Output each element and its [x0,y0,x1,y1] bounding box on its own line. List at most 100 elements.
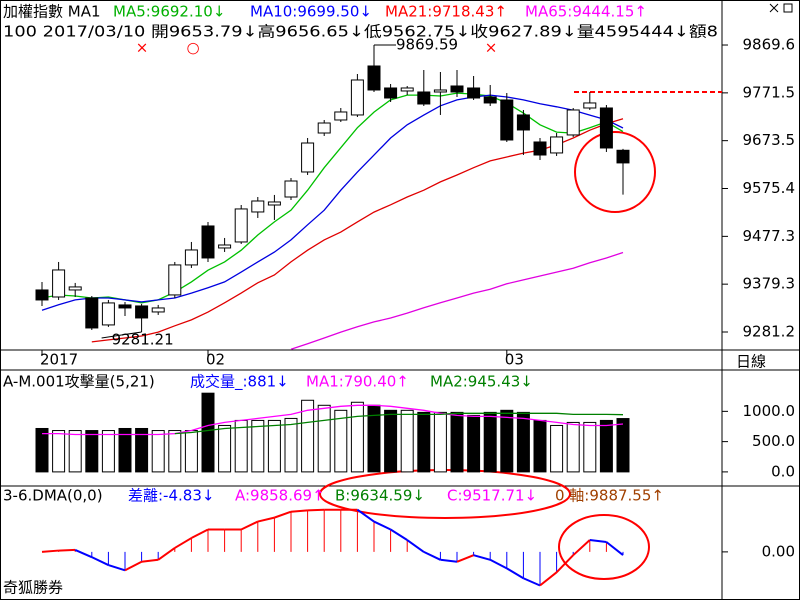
dma-segment [522,577,541,587]
ma-line [42,404,624,436]
candle-body [317,122,331,134]
candle-body [566,109,580,136]
y-tick-label: 1000.0 [743,402,796,420]
volume-bar [267,419,281,473]
volume-bar [533,419,547,473]
volume-bar [583,421,597,473]
x-tick-label: 02 [206,351,225,369]
signal-marker: × [485,39,498,57]
y-tick-label: 500.0 [752,432,795,450]
volume-bar [384,409,398,473]
candle-body [334,111,348,121]
dma-segment [489,558,508,570]
volume-bar [135,427,149,473]
dma-segment [572,539,591,556]
y-tick-label: 0.00 [762,542,795,560]
dma-segment [174,537,192,549]
volume-bar [616,418,630,473]
dma-segment [91,556,109,566]
candle-body [101,302,115,326]
low-label: 9281.21 [112,330,174,348]
candle-body [85,297,99,329]
volume-bar [251,419,265,473]
dma-segment [257,516,275,523]
dma-segment [390,528,408,541]
volume-bar [301,399,315,473]
dma-segment [74,548,93,559]
signal-marker: ○ [186,39,199,57]
volume-bar [483,411,497,473]
dma-segment [605,541,624,556]
candle-body [118,304,132,309]
candle-body [599,107,613,149]
candle-body [218,244,232,249]
candle-body [52,269,66,298]
dma-segment [124,560,143,572]
y-tick-label: 9379.3 [743,275,796,293]
header-text: C:9517.71↓ [447,487,537,505]
volume-bar [350,401,364,473]
volume-bar [317,404,331,473]
high-label: 9869.59 [396,36,458,54]
highlight-ellipse [558,514,650,580]
candle-body [583,102,597,109]
candle-body [483,96,497,104]
ma-line [41,94,624,311]
header-text: MA10:9699.50↓ [250,3,372,21]
ma-line [290,251,624,350]
signal-marker: × [136,39,149,57]
volume-bar [566,421,580,473]
volume-bar [168,430,182,473]
candle-body [201,225,215,259]
subtitle: 100 2017/03/10 開9653.79↓高9656.65↓低9562.7… [3,23,718,41]
header-text: A-M.001攻擊量(5,21) [3,373,155,391]
y-tick-label: 0.0 [771,462,795,480]
y-tick-label: 9575.4 [743,179,796,197]
y-tick-label: 9673.5 [743,131,796,149]
candle-body [151,307,165,313]
header-text: B:9634.59↓ [335,487,425,505]
volume-bar [516,411,530,473]
leader [101,331,142,339]
x-axis-label: 日線 [736,353,766,371]
dma-segment [108,564,126,572]
candle-body [516,114,530,131]
y-tick-label: 9869.6 [743,36,796,54]
window-icons[interactable] [769,3,793,13]
x-tick-label: 03 [505,351,524,369]
volume-bar [400,409,414,473]
header-text: 差離:-4.83↓ [128,487,214,505]
candle-body [433,89,447,93]
candle-body [550,136,564,154]
candle-body [184,249,198,266]
volume-bar [151,430,165,473]
dma-segment [41,549,59,553]
dma-segment [473,554,491,561]
candle-body [467,87,481,99]
volume-bar [467,414,481,473]
header-text: MA21:9718.43↑ [385,3,507,21]
volume-bar [550,424,564,473]
y-tick-label: 9477.3 [743,227,796,245]
candle-body [417,91,431,105]
volume-bar [417,411,431,473]
volume-bar [500,409,514,473]
candle-body [267,201,281,206]
dma-segment [539,571,558,587]
volume-bar [68,430,82,473]
x-tick-label: 2017 [40,351,78,369]
candle-body [135,305,149,319]
highlight-circle [574,131,656,213]
dma-segment [555,554,574,574]
dma-segment [190,528,209,539]
dma-segment [423,550,441,561]
dma-segment [356,508,375,523]
y-tick-label: 9771.5 [743,83,796,101]
dma-segment [274,510,292,519]
candle-body [168,264,182,296]
candle-body [68,286,82,291]
dma-segment [373,520,392,531]
candle-body [616,149,630,164]
